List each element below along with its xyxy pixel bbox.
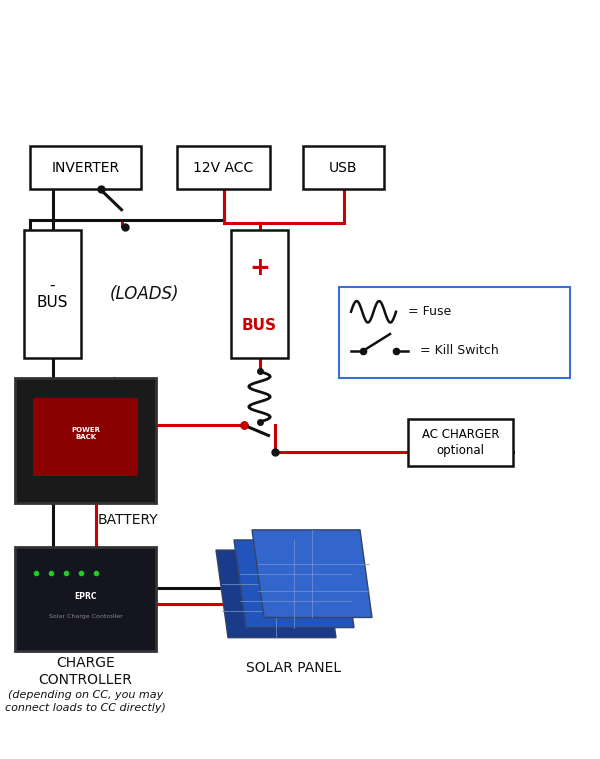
Text: Solar Charge Controller: Solar Charge Controller (49, 614, 122, 619)
Text: PORTABLE SOLAR POWER GENERATOR: PORTABLE SOLAR POWER GENERATOR (54, 16, 546, 39)
Bar (24, 230, 81, 358)
Bar (339, 287, 570, 378)
Polygon shape (252, 530, 372, 618)
Text: SOLARBURRITO.COM: SOLARBURRITO.COM (369, 63, 507, 76)
Bar (15, 378, 156, 503)
Bar (303, 146, 384, 190)
Text: (depending on CC, you may
connect loads to CC directly): (depending on CC, you may connect loads … (5, 690, 166, 713)
Bar (177, 146, 270, 190)
Text: -
BUS: - BUS (37, 278, 68, 310)
Polygon shape (234, 540, 354, 628)
Text: AC CHARGER
optional: AC CHARGER optional (422, 428, 499, 457)
Text: FROM SOLAR BURRITO BLOG: FROM SOLAR BURRITO BLOG (61, 63, 251, 76)
Text: CHARGE
CONTROLLER: CHARGE CONTROLLER (38, 656, 133, 687)
Bar (15, 546, 156, 651)
Text: USB: USB (329, 161, 358, 175)
Text: SOLAR PANEL: SOLAR PANEL (247, 661, 341, 675)
Text: INVERTER: INVERTER (52, 161, 119, 175)
Text: +: + (249, 257, 270, 280)
Text: = Fuse: = Fuse (408, 305, 451, 318)
Text: EPRC: EPRC (74, 592, 97, 601)
Bar (33, 398, 138, 476)
Text: POWER
BACK: POWER BACK (71, 427, 100, 440)
Text: 12V ACC: 12V ACC (193, 161, 254, 175)
Text: BATTERY: BATTERY (97, 513, 158, 527)
Bar (408, 419, 513, 466)
Text: (LOADS): (LOADS) (109, 285, 179, 303)
Bar (30, 146, 141, 190)
Bar (231, 230, 288, 358)
Polygon shape (216, 550, 336, 638)
Text: = Kill Switch: = Kill Switch (420, 345, 499, 357)
Text: BUS: BUS (242, 319, 277, 333)
